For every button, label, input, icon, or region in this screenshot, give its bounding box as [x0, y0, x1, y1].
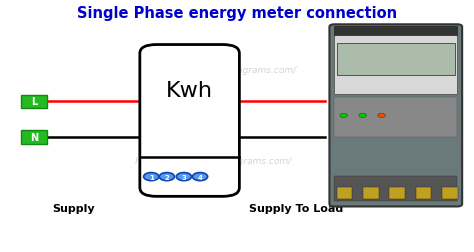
Text: Kwh: Kwh — [166, 81, 213, 101]
FancyBboxPatch shape — [21, 95, 47, 109]
Text: 2: 2 — [164, 174, 169, 180]
Circle shape — [159, 173, 174, 181]
Text: N: N — [30, 132, 38, 142]
FancyBboxPatch shape — [337, 187, 352, 200]
Text: 1: 1 — [149, 174, 154, 180]
FancyBboxPatch shape — [363, 187, 379, 200]
FancyBboxPatch shape — [334, 27, 457, 36]
Text: Supply: Supply — [52, 203, 95, 213]
FancyBboxPatch shape — [21, 131, 47, 144]
FancyBboxPatch shape — [334, 33, 457, 94]
FancyBboxPatch shape — [334, 98, 457, 138]
Text: https://www.ewiringdiagrams.com/: https://www.ewiringdiagrams.com/ — [139, 66, 297, 75]
FancyBboxPatch shape — [329, 25, 462, 207]
Circle shape — [378, 114, 385, 118]
Text: L: L — [31, 97, 37, 107]
FancyBboxPatch shape — [442, 187, 457, 200]
FancyBboxPatch shape — [337, 43, 455, 76]
Text: 3: 3 — [182, 174, 186, 180]
Text: Single Phase energy meter connection: Single Phase energy meter connection — [77, 6, 397, 21]
Text: Supply To Load: Supply To Load — [249, 203, 343, 213]
FancyBboxPatch shape — [334, 176, 457, 202]
FancyBboxPatch shape — [416, 187, 431, 200]
Circle shape — [176, 173, 191, 181]
Text: 4: 4 — [198, 174, 202, 180]
Circle shape — [340, 114, 347, 118]
Text: https://www.ewiringdiagrams.com/: https://www.ewiringdiagrams.com/ — [135, 157, 292, 166]
FancyBboxPatch shape — [140, 45, 239, 197]
Circle shape — [359, 114, 366, 118]
FancyBboxPatch shape — [389, 187, 405, 200]
Circle shape — [144, 173, 159, 181]
Circle shape — [192, 173, 208, 181]
